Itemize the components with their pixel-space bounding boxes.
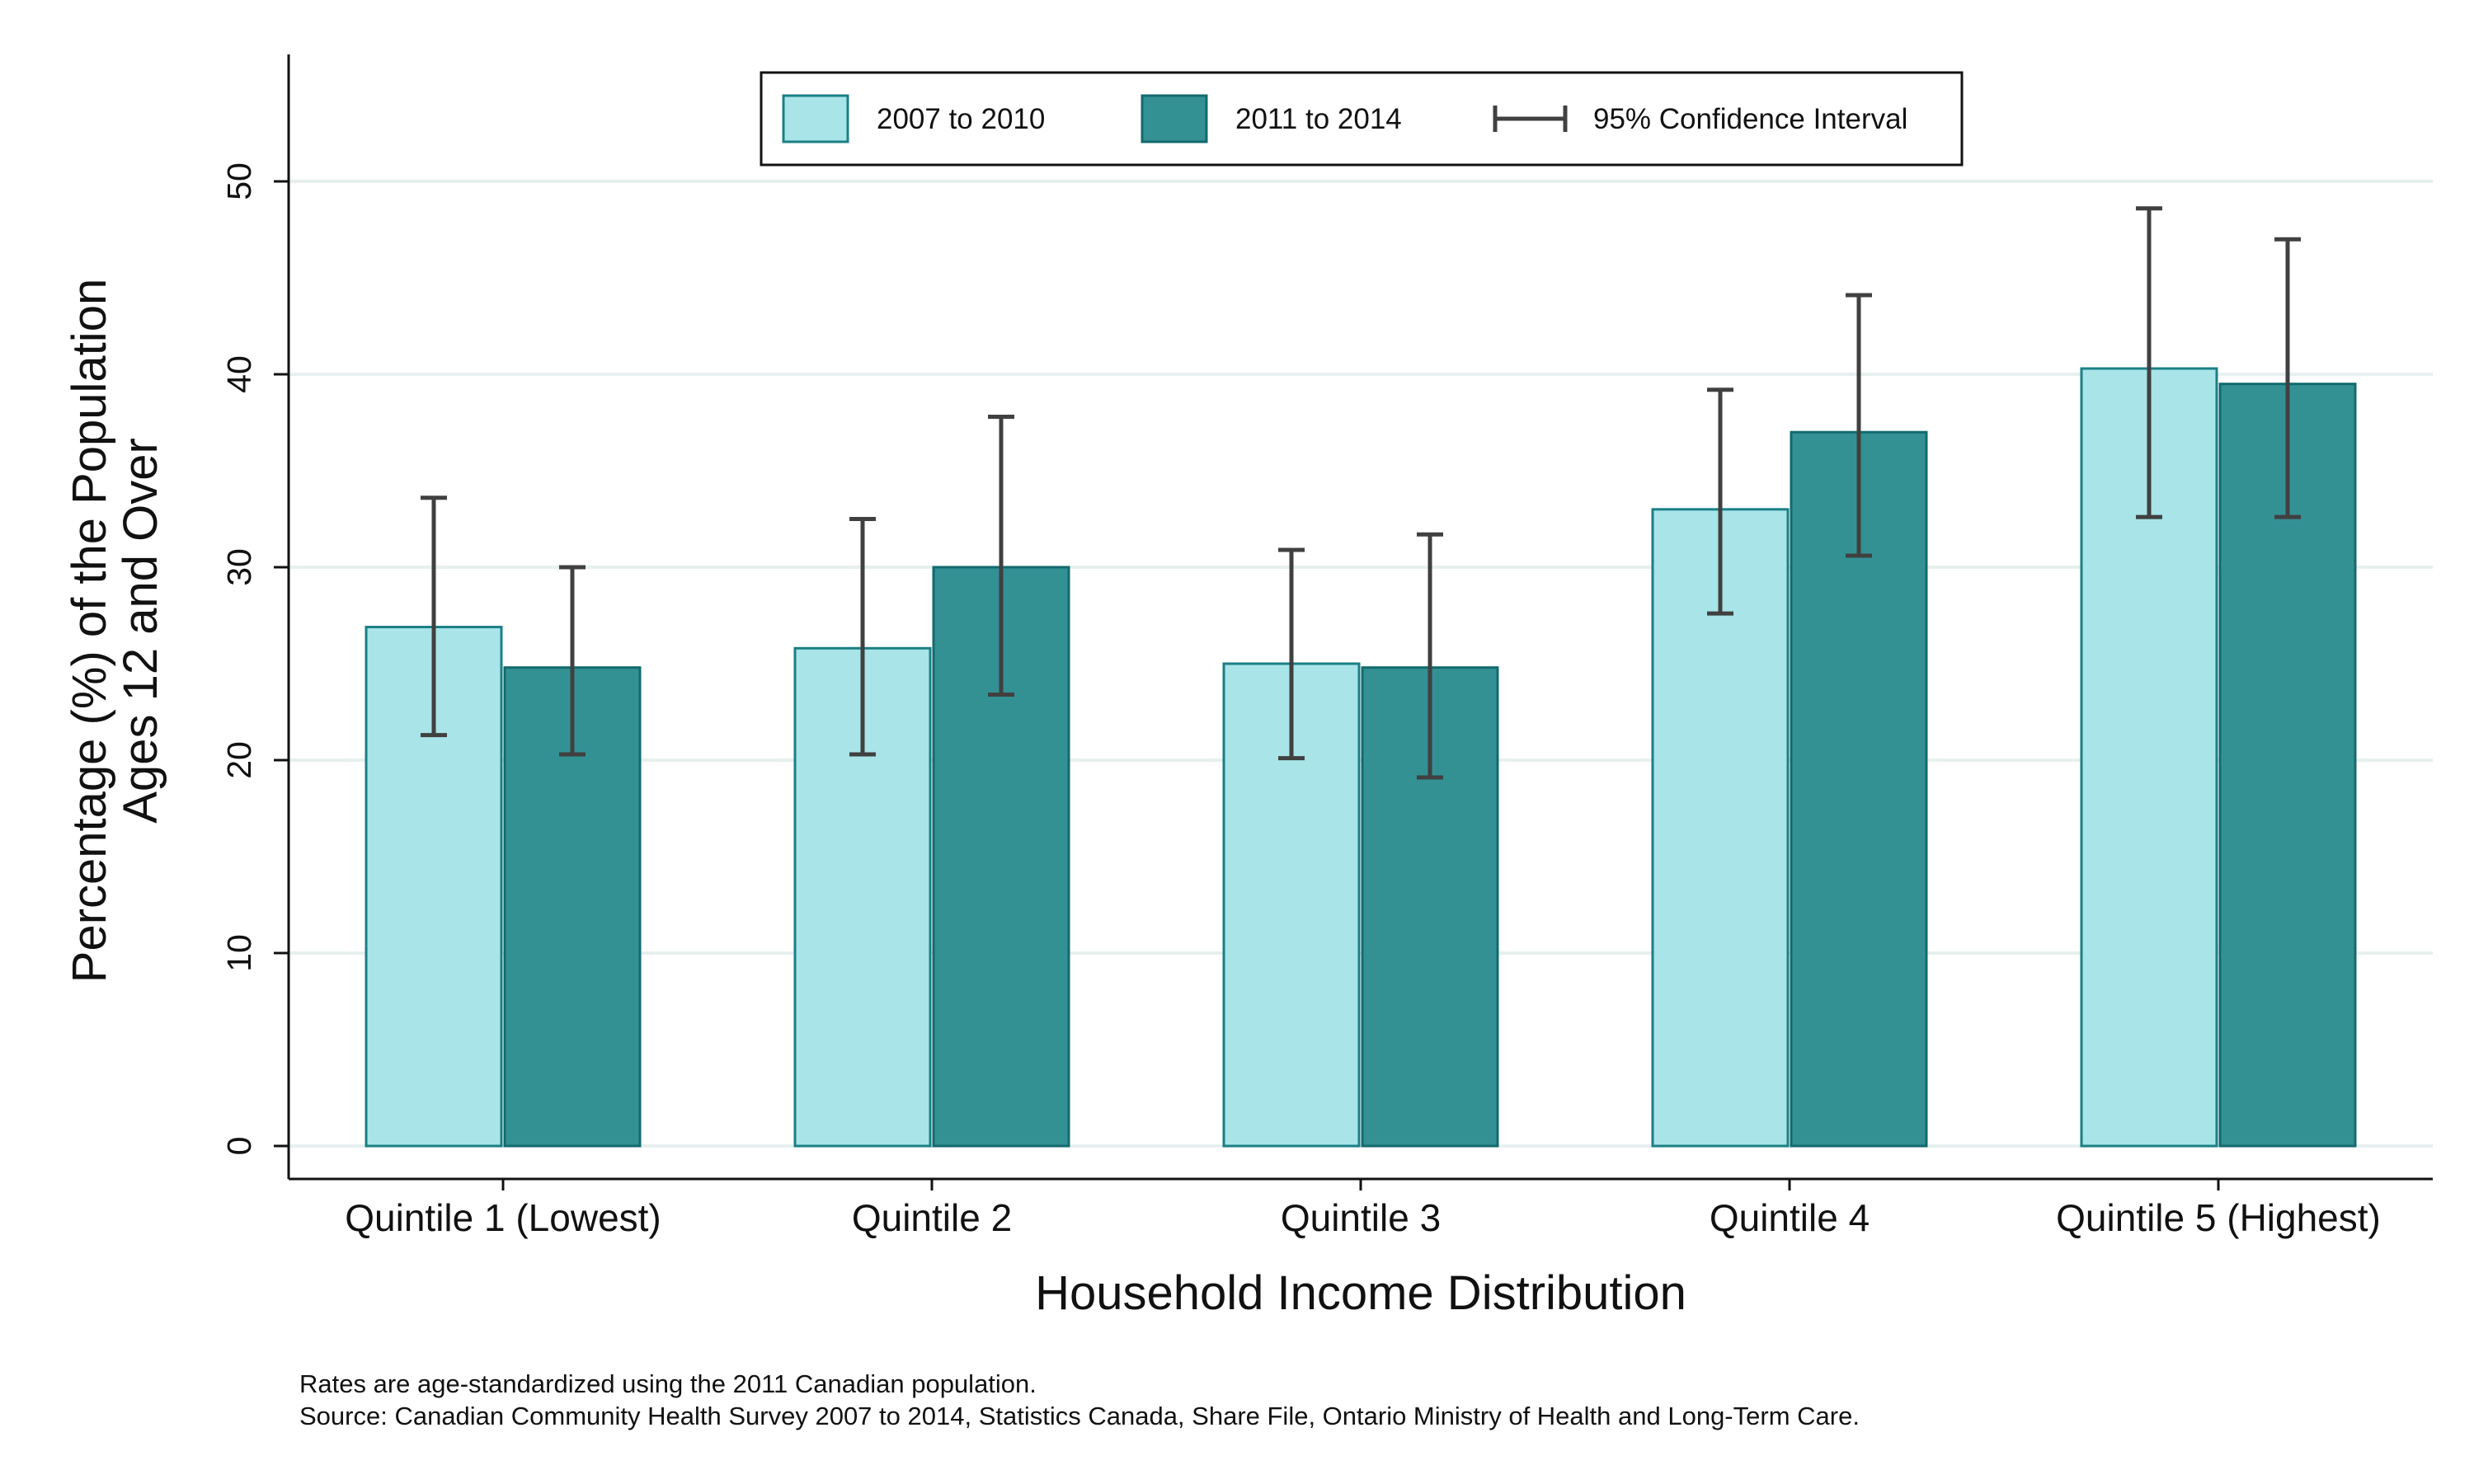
- footnote: Source: Canadian Community Health Survey…: [299, 1402, 1860, 1430]
- legend-label: 95% Confidence Interval: [1593, 103, 1907, 135]
- footnotes: Rates are age-standardized using the 201…: [299, 1369, 1860, 1430]
- legend: 2007 to 2010 2011 to 2014 95% Confidence I…: [760, 71, 1964, 167]
- y-tick-label: 20: [220, 741, 258, 779]
- gridlines: [289, 180, 2433, 1148]
- legend-swatch: [1141, 94, 1208, 143]
- y-tick-label: 30: [220, 548, 258, 586]
- error-bars: [421, 206, 2301, 780]
- legend-label: 2011 to 2014: [1235, 103, 1402, 135]
- x-tick-label: Quintile 2: [852, 1196, 1012, 1239]
- x-tick-label: Quintile 1 (Lowest): [345, 1196, 661, 1239]
- x-axis-title: Household Income Distribution: [1035, 1266, 1686, 1320]
- y-axis-title: Percentage (%) of the Population: [63, 279, 116, 983]
- y-tick-label: 40: [220, 355, 258, 393]
- x-tick-label: Quintile 3: [1281, 1196, 1441, 1239]
- bars: [365, 367, 2357, 1148]
- legend-swatch: [782, 94, 849, 143]
- y-tick-label: 50: [220, 162, 258, 200]
- x-tick-label: Quintile 4: [1710, 1196, 1870, 1239]
- labels: 0 10 20 30 40 50 Quintile 1 (Lowest) Quintile 2…: [63, 162, 2381, 1320]
- axes: [274, 54, 2433, 1190]
- footnote: Rates are age-standardized using the 201…: [299, 1369, 1037, 1398]
- y-tick-label: 10: [220, 934, 258, 972]
- y-tick-label: 0: [220, 1137, 258, 1156]
- legend-box: [760, 71, 1964, 167]
- legend-label: 2007 to 2010: [877, 103, 1045, 135]
- x-tick-label: Quintile 5 (Highest): [2056, 1196, 2381, 1239]
- y-axis-title: Ages 12 and Over: [114, 438, 167, 824]
